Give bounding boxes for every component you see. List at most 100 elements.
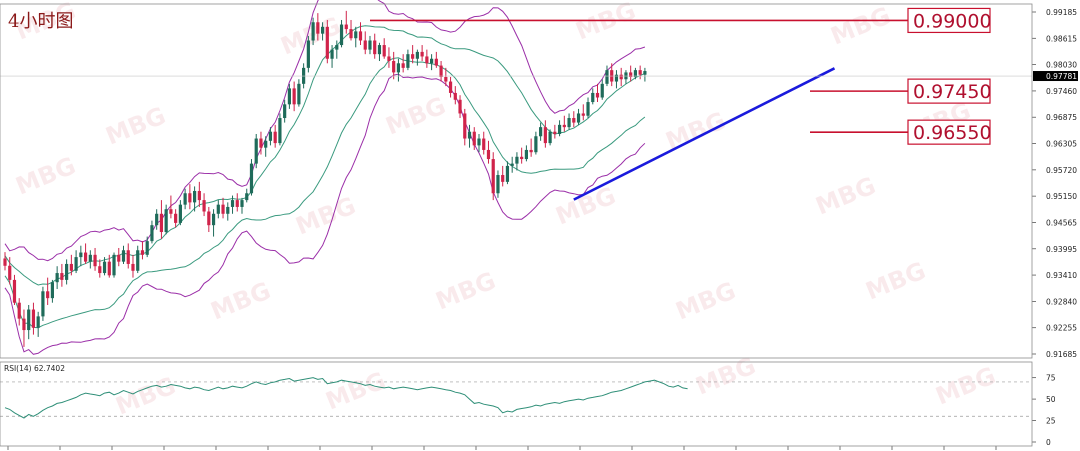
candle-bear	[22, 318, 26, 331]
candle-bull	[605, 70, 609, 84]
watermark-logo: MBG	[552, 181, 620, 230]
candle-bear	[501, 175, 505, 182]
candle-bear	[140, 250, 145, 255]
candle-bear	[553, 131, 557, 134]
candle-bull	[633, 70, 638, 77]
candle-bear	[491, 159, 495, 194]
candle-bear	[482, 138, 486, 150]
candle-bull	[145, 241, 149, 255]
candle-bear	[595, 92, 600, 98]
watermark-logo: MBG	[432, 266, 500, 315]
candle-bull	[557, 124, 562, 134]
candle-bull	[368, 40, 372, 50]
watermark-logo: MBG	[572, 0, 640, 46]
candle-bear	[159, 213, 164, 233]
candle-bull	[505, 165, 510, 182]
rsi-tick-label: 75	[1046, 374, 1056, 383]
candle-bull	[330, 49, 334, 59]
price-tick-label: 0.97460	[1046, 87, 1077, 96]
watermark-logo: MBG	[292, 191, 360, 240]
watermark-logo: MBG	[112, 371, 180, 420]
price-tick-label: 0.93410	[1046, 271, 1077, 280]
candle-bear	[444, 76, 448, 82]
candle-bull	[567, 118, 571, 128]
watermark-logo: MBG	[827, 1, 895, 50]
price-axis: 0.99185 0.98615 0.98030 0.97460 0.96875 0.963…	[0, 8, 1078, 359]
candle-bull	[102, 261, 107, 274]
candle-bear	[126, 250, 130, 264]
candle-bull	[287, 88, 291, 105]
candle-bull	[136, 250, 140, 271]
candle-bear	[358, 31, 363, 41]
rsi-line	[4, 377, 688, 419]
candle-bull	[264, 140, 268, 148]
candle-bear	[572, 118, 576, 123]
candle-bear	[420, 51, 424, 57]
candle-bear	[472, 131, 476, 146]
candle-bull	[226, 206, 230, 214]
candle-bull	[268, 131, 273, 141]
current-price-label: 0.97781	[1046, 72, 1077, 81]
candle-bear	[12, 279, 17, 303]
candle-bull	[339, 24, 344, 46]
watermark-logo: MBG	[102, 101, 170, 150]
candle-bear	[188, 193, 192, 203]
candle-bull	[211, 213, 216, 226]
candle-bull	[121, 250, 126, 262]
candle-bull	[614, 74, 619, 82]
candle-bear	[619, 74, 623, 80]
candle-bull	[36, 316, 40, 328]
candle-bull	[27, 309, 31, 331]
watermark-logo: MBG	[932, 361, 1000, 410]
candle-bear	[382, 45, 386, 57]
candle-bear	[98, 266, 102, 274]
candle-bear	[221, 204, 225, 214]
candle-bear	[453, 92, 457, 100]
price-tick-label: 0.91685	[1046, 350, 1077, 359]
candle-bear	[458, 99, 462, 114]
candle-bear	[411, 54, 415, 59]
candle-bear	[207, 211, 211, 226]
candle-bear	[107, 261, 111, 276]
candle-bull	[164, 209, 168, 233]
level-box	[907, 7, 991, 34]
candle-bear	[197, 190, 201, 201]
candle-bull	[41, 291, 45, 317]
candle-bear	[259, 138, 263, 148]
candle-bear	[60, 273, 64, 280]
candle-bull	[150, 225, 154, 242]
candle-bull	[249, 163, 254, 194]
candle-bull	[88, 254, 92, 262]
candle-bear	[529, 149, 533, 153]
candle-bull	[306, 40, 310, 68]
candle-bear	[202, 200, 206, 212]
candle-bear	[3, 258, 7, 266]
price-levels: 0.99000 0.97450 0.96550	[370, 7, 992, 145]
candle-bull	[477, 138, 481, 146]
current-price-tag	[1033, 71, 1078, 82]
candle-bull	[50, 282, 54, 299]
watermark-logo: MBG	[277, 11, 345, 60]
candle-bull	[79, 252, 83, 258]
price-tick-label: 0.95150	[1046, 192, 1077, 201]
price-tick-label: 0.98030	[1046, 61, 1077, 70]
candlestick-series	[3, 10, 647, 347]
candle-bull	[297, 83, 301, 105]
price-tick-label: 0.96875	[1046, 113, 1077, 122]
candle-bear	[387, 56, 391, 62]
rsi-tick-label: 0	[1046, 438, 1051, 447]
candle-bull	[254, 138, 258, 164]
price-tick-label: 0.99185	[1046, 8, 1077, 17]
candle-bear	[325, 26, 329, 59]
candle-bull	[216, 204, 220, 214]
candle-bear	[235, 200, 239, 207]
candle-bear	[8, 265, 12, 280]
candle-bear	[292, 88, 296, 105]
watermark-logo: MBG	[12, 151, 80, 200]
watermark-logo: MBG	[862, 256, 930, 305]
candle-bull	[576, 113, 581, 123]
candle-bull	[510, 163, 514, 166]
candle-bull	[586, 102, 590, 116]
candle-bull	[539, 127, 543, 137]
price-tick-label: 0.92840	[1046, 297, 1077, 306]
